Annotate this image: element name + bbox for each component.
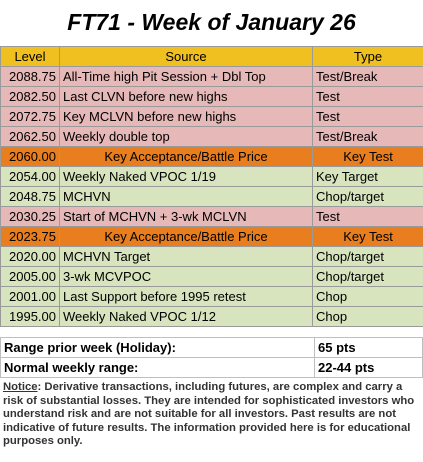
source-cell: Start of MCHVN + 3-wk MCLVN [59, 206, 313, 227]
range-prior-week-label: Range prior week (Holiday): [0, 337, 315, 358]
table-row: 2023.75 Key Acceptance/Battle Price Key Te… [0, 226, 423, 247]
table-row: 2048.75 MCHVN Chop/target [0, 186, 423, 207]
type-cell: Chop/target [312, 186, 423, 207]
header-type: Type [312, 46, 423, 67]
table-header-row: Level Source Type [0, 46, 423, 67]
level-cell: 2005.00 [0, 266, 60, 287]
type-cell: Test [312, 106, 423, 127]
table-row: 2001.00 Last Support before 1995 retest Ch… [0, 286, 423, 307]
table-row: 2072.75 Key MCLVN before new highs Test [0, 106, 423, 127]
header-source: Source [59, 46, 313, 67]
type-cell: Chop/target [312, 266, 423, 287]
source-cell: All-Time high Pit Session + Dbl Top [59, 66, 313, 87]
table-row: 1995.00 Weekly Naked VPOC 1/12 Chop [0, 306, 423, 327]
level-cell: 2062.50 [0, 126, 60, 147]
range-normal-value: 22-44 pts [314, 357, 423, 378]
table-row: 2082.50 Last CLVN before new highs Test [0, 86, 423, 107]
table-row: 2062.50 Weekly double top Test/Break [0, 126, 423, 147]
type-cell: Chop [312, 306, 423, 327]
source-cell: 3-wk MCVPOC [59, 266, 313, 287]
type-cell: Key Test [312, 146, 423, 167]
table-row: 2030.25 Start of MCHVN + 3-wk MCLVN Test [0, 206, 423, 227]
type-cell: Test/Break [312, 126, 423, 147]
notice-text: : Derivative transactions, including fut… [3, 381, 415, 448]
disclaimer-notice: Notice: Derivative transactions, includi… [3, 381, 421, 449]
source-cell: Key Acceptance/Battle Price [59, 146, 313, 167]
level-cell: 2020.00 [0, 246, 60, 267]
level-cell: 2060.00 [0, 146, 60, 167]
table-row: 2060.00 Key Acceptance/Battle Price Key Te… [0, 146, 423, 167]
type-cell: Chop/target [312, 246, 423, 267]
range-prior-week-row: Range prior week (Holiday): 65 pts [0, 337, 423, 358]
range-normal-label: Normal weekly range: [0, 357, 315, 378]
source-cell: Weekly double top [59, 126, 313, 147]
level-cell: 2082.50 [0, 86, 60, 107]
source-cell: MCHVN Target [59, 246, 313, 267]
source-cell: Last CLVN before new highs [59, 86, 313, 107]
table-row: 2005.00 3-wk MCVPOC Chop/target [0, 266, 423, 287]
source-cell: Weekly Naked VPOC 1/19 [59, 166, 313, 187]
level-cell: 2023.75 [0, 226, 60, 247]
source-cell: Last Support before 1995 retest [59, 286, 313, 307]
level-cell: 2030.25 [0, 206, 60, 227]
levels-table: Level Source Type 2088.75 All-Time high P… [0, 46, 423, 327]
source-cell: Key Acceptance/Battle Price [59, 226, 313, 247]
type-cell: Key Target [312, 166, 423, 187]
type-cell: Test [312, 206, 423, 227]
level-cell: 2001.00 [0, 286, 60, 307]
type-cell: Key Test [312, 226, 423, 247]
level-cell: 1995.00 [0, 306, 60, 327]
source-cell: MCHVN [59, 186, 313, 207]
source-cell: Weekly Naked VPOC 1/12 [59, 306, 313, 327]
type-cell: Chop [312, 286, 423, 307]
level-cell: 2088.75 [0, 66, 60, 87]
type-cell: Test/Break [312, 66, 423, 87]
range-table: Range prior week (Holiday): 65 pts Norma… [0, 337, 423, 378]
notice-label: Notice [3, 381, 38, 393]
header-level: Level [0, 46, 60, 67]
source-cell: Key MCLVN before new highs [59, 106, 313, 127]
table-row: 2020.00 MCHVN Target Chop/target [0, 246, 423, 267]
type-cell: Test [312, 86, 423, 107]
table-row: 2088.75 All-Time high Pit Session + Dbl T… [0, 66, 423, 87]
range-normal-row: Normal weekly range: 22-44 pts [0, 357, 423, 378]
level-cell: 2072.75 [0, 106, 60, 127]
table-row: 2054.00 Weekly Naked VPOC 1/19 Key Target [0, 166, 423, 187]
page-title: FT71 - Week of January 26 [67, 9, 356, 35]
level-cell: 2048.75 [0, 186, 60, 207]
level-cell: 2054.00 [0, 166, 60, 187]
range-prior-week-value: 65 pts [314, 337, 423, 358]
